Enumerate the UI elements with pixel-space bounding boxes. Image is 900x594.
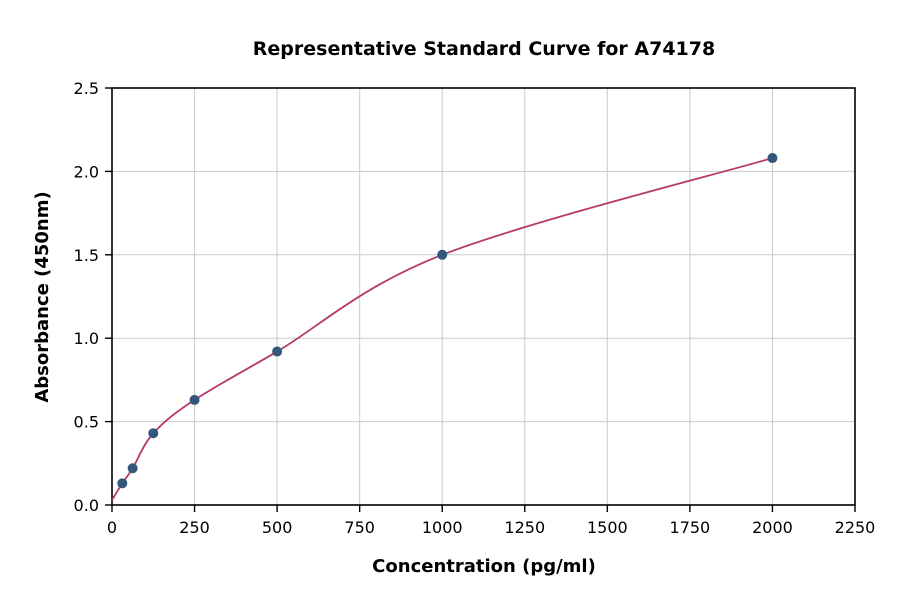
data-point xyxy=(272,346,283,357)
fitted-curve-path xyxy=(111,157,773,501)
x-tick-label: 750 xyxy=(344,518,375,537)
y-tick-label: 0.0 xyxy=(74,496,99,515)
plot-border xyxy=(111,87,856,506)
y-tick-label: 2.0 xyxy=(74,162,99,181)
data-point xyxy=(117,478,128,489)
x-tick-label: 0 xyxy=(107,518,117,537)
data-point xyxy=(437,249,448,260)
y-tick-label: 0.5 xyxy=(74,413,99,432)
y-axis-label: Absorbance (450nm) xyxy=(32,191,53,402)
grid-layer xyxy=(111,87,856,506)
x-tick-label: 500 xyxy=(262,518,293,537)
x-axis-label: Concentration (pg/ml) xyxy=(372,556,596,577)
tick-labels-layer: 0 250 500 750 1000 1250 1500 1750 2000 2250 0.0 0.5… xyxy=(74,79,876,537)
data-point xyxy=(767,153,778,164)
data-point xyxy=(148,428,159,439)
series-layer xyxy=(111,153,778,501)
x-tick-label: 1500 xyxy=(587,518,628,537)
data-point xyxy=(189,394,200,405)
y-tick-label: 2.5 xyxy=(74,79,99,98)
axes-layer xyxy=(105,87,856,512)
x-tick-label: 250 xyxy=(179,518,210,537)
x-tick-label: 2250 xyxy=(835,518,876,537)
y-tick-label: 1.5 xyxy=(74,246,99,265)
chart-title: Representative Standard Curve for A74178 xyxy=(253,38,715,60)
x-tick-label: 1000 xyxy=(422,518,463,537)
x-tick-label: 1250 xyxy=(504,518,545,537)
x-tick-label: 1750 xyxy=(670,518,711,537)
y-tick-label: 1.0 xyxy=(74,329,99,348)
data-point xyxy=(127,463,138,474)
x-tick-label: 2000 xyxy=(752,518,793,537)
